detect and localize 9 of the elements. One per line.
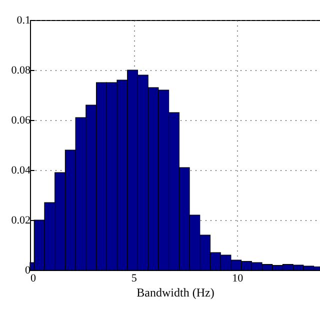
y-tick-label: 0 <box>25 264 31 276</box>
y-tick-label: 0.1 <box>16 14 30 26</box>
x-axis-title: Bandwidth (Hz) <box>136 286 214 300</box>
y-tick-label: 0.04 <box>11 164 31 176</box>
x-tick-label: 5 <box>131 272 138 284</box>
x-tick-label: 10 <box>232 272 244 284</box>
y-tick-label: 0.08 <box>11 64 31 76</box>
y-tick-label: 0.02 <box>11 214 30 226</box>
y-tick-label: 0.06 <box>11 114 31 126</box>
